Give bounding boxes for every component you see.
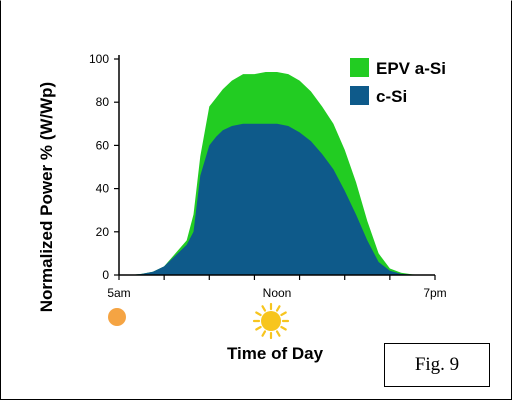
y-tick-label: 100 [89,52,109,66]
y-tick-labels: 0 20 40 60 80 100 [89,52,109,282]
x-tick-label: 5am [107,286,130,300]
y-tick-label: 40 [96,182,110,196]
legend: EPV a-Si c-Si [350,58,446,106]
x-tick-labels: 5am Noon 7pm [107,286,446,300]
legend-label-epv: EPV a-Si [376,59,446,78]
figure-label: Fig. 9 [384,343,490,387]
legend-label-csi: c-Si [376,87,407,106]
y-axis-label: Normalized Power % (W/Wp) [37,82,56,312]
chart-axes [114,55,436,280]
sun-icon [252,302,290,340]
y-tick-label: 0 [102,268,109,282]
chart-areas [119,72,435,275]
legend-swatch-csi [350,86,369,105]
x-axis-label: Time of Day [227,344,324,363]
legend-swatch-epv [350,58,369,77]
moon-icon [423,304,444,332]
sun-low-icon [108,308,126,326]
y-tick-label: 80 [96,95,110,109]
y-tick-label: 20 [96,225,110,239]
x-tick-label: 7pm [423,286,446,300]
y-tick-label: 60 [96,138,110,152]
x-tick-label: Noon [263,286,292,300]
series-area-c-si [119,123,435,275]
